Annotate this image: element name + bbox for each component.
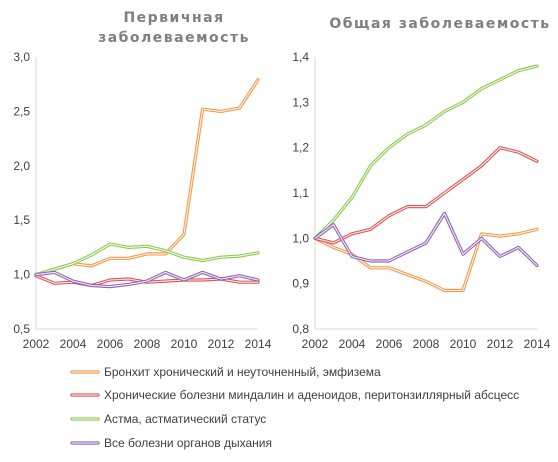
x-tick-label: 2004 — [339, 337, 366, 351]
legend-label: Бронхит хронический и неуточненный, эмфи… — [104, 365, 381, 379]
legend-label: Все болезни органов дыхания — [104, 436, 272, 450]
series-line-all — [313, 211, 539, 268]
series-bronchitis — [313, 227, 539, 293]
legend-item-asthma: Астма, астматический статус — [70, 412, 266, 426]
x-tick-label: 2010 — [171, 337, 198, 351]
x-tick-label: 2002 — [23, 337, 50, 351]
legend-item-bronchitis: Бронхит хронический и неуточненный, эмфи… — [70, 365, 381, 379]
x-tick-label: 2010 — [450, 337, 477, 351]
x-tick-label: 2012 — [208, 337, 235, 351]
series-line-asthma — [313, 64, 539, 240]
y-tick-label: 1,2 — [292, 141, 309, 155]
x-tick-label: 2002 — [302, 337, 329, 351]
series-all — [313, 211, 539, 268]
chart-title-line-1: Первичная — [123, 10, 224, 26]
y-tick-label: 2,5 — [13, 104, 30, 118]
y-tick-label: 1,1 — [292, 186, 309, 200]
series-line-asthma — [34, 242, 260, 277]
x-tick-label: 2006 — [97, 337, 124, 351]
chart-primary-incidence: Первичная заболеваемость 0,5 1,0 1,5 2,0 2,5… — [13, 10, 271, 351]
chart-total-incidence: Общая заболеваемость 0,8 0,9 1,0 1,1 1,2 1,3 1… — [292, 16, 550, 351]
plot-area: 0,5 1,0 1,5 2,0 2,5 3,0 2002 2004 2006 2008 2010 20… — [13, 50, 271, 351]
legend-label: Хронические болезни миндалин и аденоидов… — [104, 388, 519, 402]
series-line-tonsils — [313, 146, 539, 245]
y-tick-label: 1,3 — [292, 95, 309, 109]
y-tick-label: 3,0 — [13, 50, 30, 64]
chart-title: Общая заболеваемость — [329, 16, 550, 32]
plot-area: 0,8 0,9 1,0 1,1 1,2 1,3 1,4 2002 2004 2006 2008 201… — [292, 50, 550, 351]
legend-label: Астма, астматический статус — [104, 412, 266, 426]
x-tick-label: 2006 — [376, 337, 403, 351]
y-tick-label: 1,0 — [292, 231, 309, 245]
series-line-core-all — [314, 212, 538, 267]
x-tick-label: 2008 — [413, 337, 440, 351]
y-tick-label: 0,8 — [292, 322, 309, 336]
x-tick-label: 2014 — [245, 337, 272, 351]
y-tick-label: 0,5 — [13, 322, 30, 336]
series-line-core-tonsils — [314, 147, 538, 244]
series-tonsils — [313, 146, 539, 245]
x-tick-label: 2008 — [134, 337, 161, 351]
series-asthma — [34, 242, 260, 277]
x-tick-label: 2014 — [524, 337, 551, 351]
y-tick-label: 2,0 — [13, 159, 30, 173]
series-line-core-all — [35, 271, 259, 288]
series-line-core-asthma — [35, 243, 259, 276]
legend-item-all: Все болезни органов дыхания — [70, 436, 272, 450]
series-all — [34, 270, 260, 289]
y-tick-label: 1,4 — [292, 50, 309, 64]
chart-title-line-2: заболеваемость — [98, 30, 250, 46]
series-line-core-asthma — [314, 65, 538, 239]
x-tick-label: 2012 — [487, 337, 514, 351]
legend: Бронхит хронический и неуточненный, эмфи… — [70, 365, 519, 450]
x-tick-label: 2004 — [60, 337, 87, 351]
y-tick-label: 1,0 — [13, 268, 30, 282]
series-asthma — [313, 64, 539, 240]
y-tick-label: 1,5 — [13, 213, 30, 227]
series-line-core-bronchitis — [314, 228, 538, 292]
y-tick-label: 0,9 — [292, 277, 309, 291]
legend-item-tonsils: Хронические болезни миндалин и аденоидов… — [70, 388, 519, 402]
